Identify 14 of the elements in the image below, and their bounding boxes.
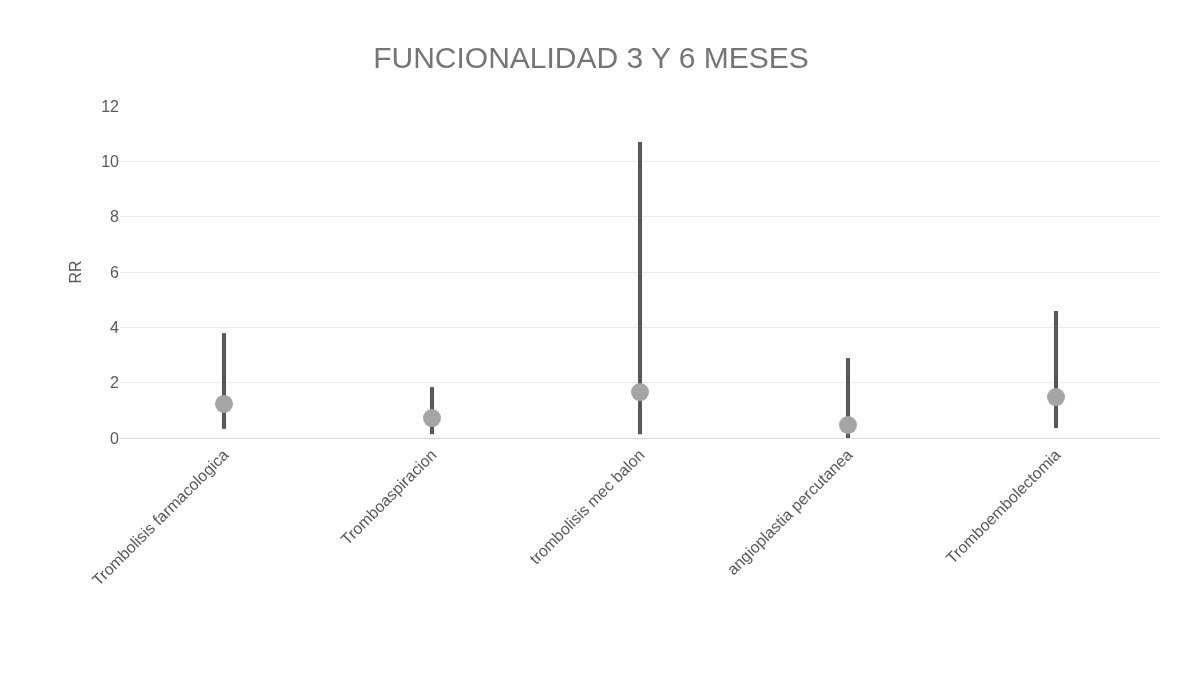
y-tick-label: 8 xyxy=(110,208,120,226)
y-tick-label: 10 xyxy=(101,152,120,170)
point xyxy=(215,394,233,413)
chart-title: FUNCIONALIDAD 3 Y 6 MESES xyxy=(373,41,809,75)
y-tick-label: 0 xyxy=(110,429,120,447)
point xyxy=(839,416,857,434)
point xyxy=(631,383,649,402)
point xyxy=(1047,388,1065,407)
point xyxy=(423,409,441,428)
y-tick-label: 12 xyxy=(101,97,120,115)
y-axis-title: RR xyxy=(67,260,85,284)
y-tick-label: 6 xyxy=(110,263,120,281)
y-tick-label: 4 xyxy=(110,318,120,336)
y-tick-label: 2 xyxy=(110,374,120,392)
